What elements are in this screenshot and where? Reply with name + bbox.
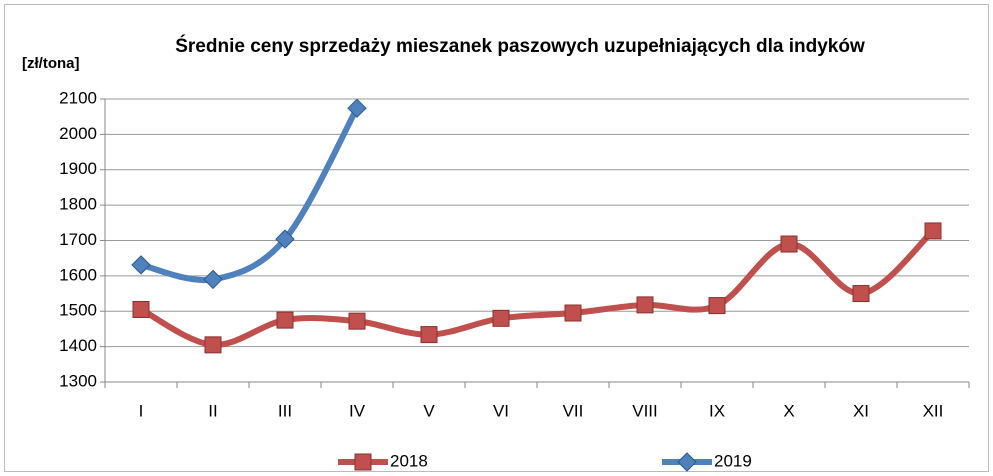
y-tick-label: 1700 — [59, 230, 97, 249]
x-tick-label: VI — [493, 401, 509, 420]
x-tick-label: IX — [709, 401, 725, 420]
y-tick-label: 1900 — [59, 159, 97, 178]
x-tick-label: II — [208, 401, 217, 420]
point-marker — [852, 285, 870, 303]
y-axis-label: [zł/tona] — [22, 55, 80, 72]
x-tick-label: I — [139, 401, 144, 420]
point-marker — [203, 269, 223, 290]
point-marker — [276, 311, 294, 329]
point-marker — [348, 312, 366, 330]
x-tick-label: IV — [349, 401, 366, 420]
x-tick-label: V — [423, 401, 435, 420]
point-marker — [347, 98, 367, 118]
chart-border — [4, 4, 989, 472]
y-tick-label: 1300 — [59, 371, 97, 390]
chart-title: Średnie ceny sprzedaży mieszanek paszowy… — [175, 36, 865, 57]
y-tick-label: 1800 — [59, 195, 97, 214]
point-marker — [131, 255, 151, 275]
point-marker — [275, 229, 295, 249]
y-tick-label: 1600 — [59, 265, 97, 284]
point-marker — [780, 235, 798, 253]
point-marker — [204, 336, 222, 354]
x-tick-label: XII — [923, 401, 944, 420]
x-tick-label: XI — [853, 401, 869, 420]
point-marker — [564, 304, 582, 322]
x-tick-label: VII — [563, 401, 584, 420]
point-marker — [924, 222, 942, 240]
point-marker — [708, 297, 726, 315]
legend-marker — [677, 452, 697, 472]
point-marker — [636, 296, 654, 314]
x-tick-label: VIII — [632, 401, 658, 420]
y-tick-label: 2100 — [59, 88, 97, 107]
x-tick-label: III — [278, 401, 292, 420]
point-marker — [492, 309, 510, 327]
series-line — [138, 105, 360, 284]
y-tick-label: 1500 — [59, 301, 97, 320]
series-line — [138, 227, 936, 348]
y-tick-label: 1400 — [59, 336, 97, 355]
x-tick-label: X — [783, 401, 794, 420]
point-marker — [132, 300, 150, 318]
legend-label: 2018 — [390, 451, 428, 470]
legend-marker — [354, 453, 372, 471]
legend-label: 2019 — [714, 451, 752, 470]
y-tick-label: 2000 — [59, 124, 97, 143]
point-marker — [420, 326, 438, 344]
